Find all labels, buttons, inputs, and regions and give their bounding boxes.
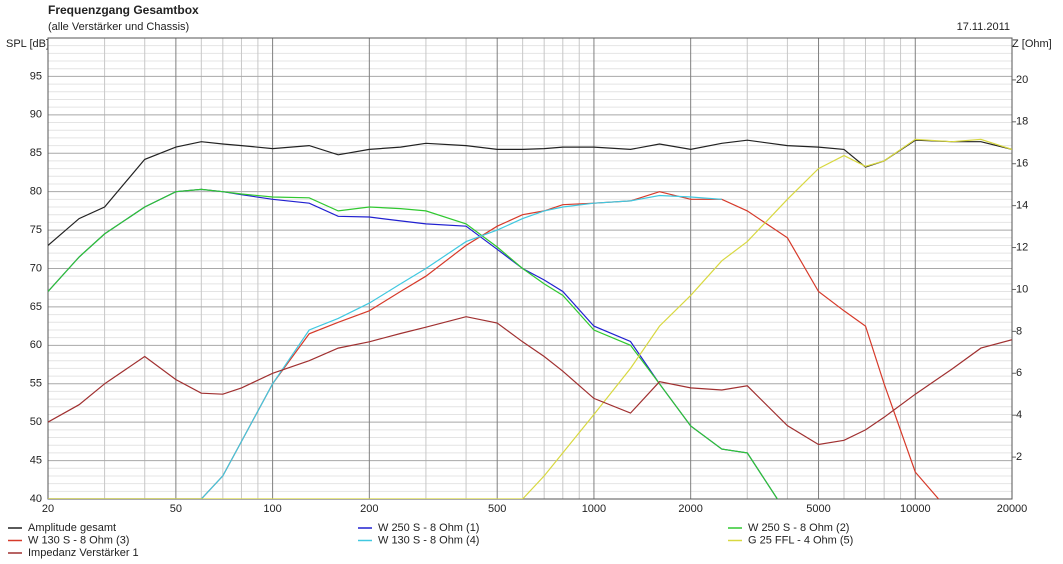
y-tick-label: 80 [30, 186, 42, 198]
y2-tick-label: 12 [1016, 241, 1028, 253]
y-tick-label: 95 [30, 70, 42, 82]
y2-tick-label: 18 [1016, 116, 1028, 128]
y-tick-label: 70 [30, 262, 42, 274]
x-tick-label: 5000 [806, 503, 830, 515]
y-axis-label: SPL [dB] [6, 38, 49, 50]
series-line [48, 316, 1012, 446]
chart-subtitle: (alle Verstärker und Chassis) [48, 21, 189, 33]
plot-area [48, 138, 1012, 499]
x-tick-label: 200 [360, 503, 378, 515]
y-tick-label: 45 [30, 454, 42, 466]
legend-label: W 130 S - 8 Ohm (3) [28, 534, 129, 546]
legend-label: G 25 FFL - 4 Ohm (5) [748, 534, 853, 546]
chart-date: 17.11.2011 [957, 21, 1010, 33]
legend-label: W 250 S - 8 Ohm (1) [378, 522, 479, 534]
y-tick-label: 85 [30, 147, 42, 159]
series-line [48, 194, 722, 499]
y2-tick-label: 10 [1016, 283, 1028, 295]
y2-tick-label: 2 [1016, 451, 1022, 463]
y-tick-label: 60 [30, 339, 42, 351]
legend-label: Impedanz Verstärker 1 [28, 547, 139, 559]
y-tick-label: 65 [30, 301, 42, 313]
y2-tick-label: 8 [1016, 325, 1022, 337]
x-tick-label: 500 [488, 503, 506, 515]
x-tick-label: 100 [263, 503, 281, 515]
series-line [48, 139, 1012, 246]
legend-label: Amplitude gesamt [28, 522, 116, 534]
series-line [48, 138, 1012, 499]
chart-title: Frequenzgang Gesamtbox [48, 3, 199, 17]
y2-tick-label: 16 [1016, 158, 1028, 170]
y-tick-label: 75 [30, 224, 42, 236]
y2-tick-label: 14 [1016, 200, 1028, 212]
y2-tick-label: 4 [1016, 409, 1022, 421]
y2-tick-label: 20 [1016, 74, 1028, 86]
y2-tick-label: 6 [1016, 367, 1022, 379]
x-tick-label: 10000 [900, 503, 931, 515]
legend-label: W 130 S - 8 Ohm (4) [378, 534, 479, 546]
y-tick-label: 55 [30, 378, 42, 390]
y-tick-label: 50 [30, 416, 42, 428]
y2-axis-label: Z [Ohm] [1012, 38, 1052, 50]
legend-label: W 250 S - 8 Ohm (2) [748, 522, 849, 534]
x-tick-label: 2000 [678, 503, 702, 515]
y-tick-label: 40 [30, 493, 42, 505]
x-tick-label: 20000 [997, 503, 1028, 515]
x-tick-label: 20 [42, 503, 54, 515]
series-line [48, 188, 779, 499]
x-tick-label: 50 [170, 503, 182, 515]
y-tick-label: 90 [30, 109, 42, 121]
x-tick-label: 1000 [582, 503, 606, 515]
plot-frame [47, 37, 1013, 500]
